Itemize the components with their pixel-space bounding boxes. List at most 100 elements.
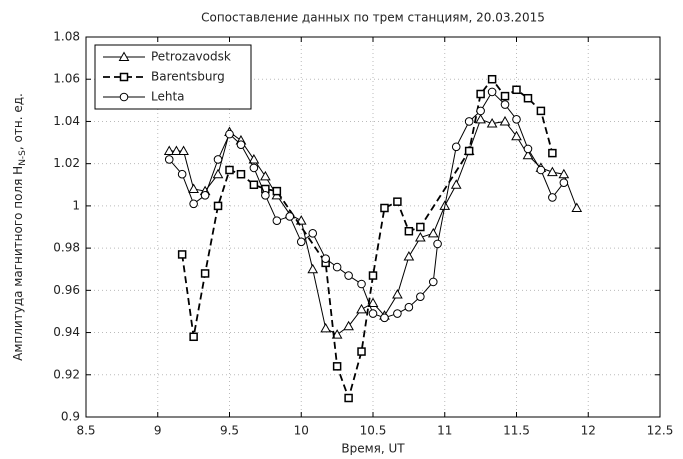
marker [225,129,234,139]
marker [427,227,439,238]
legend-marker [118,51,130,61]
marker [177,250,187,259]
series-line [168,91,565,319]
x-tick-label: 12.5 [647,424,674,438]
marker [522,149,534,160]
marker [512,85,521,95]
marker [500,100,510,109]
marker [164,155,174,164]
marker [511,130,522,141]
y-tick-label: 0.98 [53,241,80,255]
marker [428,277,438,287]
marker [272,216,282,225]
marker [178,145,189,155]
marker [367,297,379,307]
legend-label: Barentsburg [151,70,225,84]
legend-marker [119,72,129,82]
y-tick-label: 1.02 [53,156,80,170]
y-tick-label: 0.94 [53,325,80,339]
marker [331,329,343,339]
legend-label: Petrozavodsk [151,50,231,64]
marker [433,239,442,249]
marker [548,148,557,158]
chart-title: Сопоставление данных по трем станциям, 2… [201,11,545,25]
marker [332,362,342,371]
marker [536,106,546,116]
marker [416,292,425,301]
marker [296,237,306,247]
marker [392,289,403,299]
marker [249,163,259,173]
marker [332,262,342,272]
marker [404,302,414,312]
y-axis-label-sub: N-S [18,150,28,166]
marker [188,183,199,193]
marker [344,393,353,403]
marker [307,263,319,274]
y-tick-label: 1.04 [53,114,80,128]
y-tick-label: 1.08 [53,30,80,44]
x-tick-label: 11 [437,424,452,438]
marker [415,232,426,242]
marker [308,229,318,238]
x-axis-label: Время, UT [341,442,405,456]
y-axis-label-main: Амплитуда магнитного поля H [11,166,25,361]
x-tick-label: 8.5 [76,424,95,438]
marker [393,309,402,318]
marker [368,309,378,318]
marker [213,201,223,211]
x-tick-label: 9.5 [220,424,239,438]
y-tick-label: 0.96 [53,283,80,297]
marker [368,271,378,280]
marker [248,153,260,164]
marker [189,332,198,342]
marker [558,168,570,179]
marker [163,145,175,155]
legend-label: Lehta [151,90,185,104]
legend-marker [119,92,129,102]
marker [357,347,366,356]
marker [404,226,414,236]
marker [272,186,282,196]
marker [344,271,353,280]
marker [487,74,497,84]
marker [171,145,182,155]
x-tick-label: 12 [581,424,596,438]
marker [260,170,271,181]
marker [200,191,210,200]
marker [189,199,198,209]
marker [236,169,246,179]
marker [403,251,415,261]
marker [523,144,533,154]
marker [393,197,402,206]
marker [261,191,270,200]
y-tick-label: 0.92 [53,367,80,381]
marker [249,180,259,190]
marker [200,269,210,278]
x-tick-label: 9 [154,424,162,438]
x-tick-label: 10 [294,424,309,438]
marker [548,193,557,202]
marker [523,93,533,103]
marker [213,155,223,164]
y-axis-label-suffix: , отн. ед. [11,93,25,150]
marker [225,165,234,175]
marker [500,91,510,101]
y-tick-label: 0.9 [61,410,80,424]
marker [321,254,330,263]
marker [356,303,367,314]
marker [343,320,354,331]
marker [487,87,497,97]
marker [380,203,389,213]
marker [559,178,569,187]
marker [486,118,498,128]
marker [320,322,331,333]
marker [476,106,485,116]
plot-frame [85,36,661,418]
marker [475,113,486,124]
marker [476,89,485,99]
marker [512,115,521,124]
marker [236,140,246,149]
x-tick-label: 11.5 [503,424,530,438]
marker [450,179,462,189]
